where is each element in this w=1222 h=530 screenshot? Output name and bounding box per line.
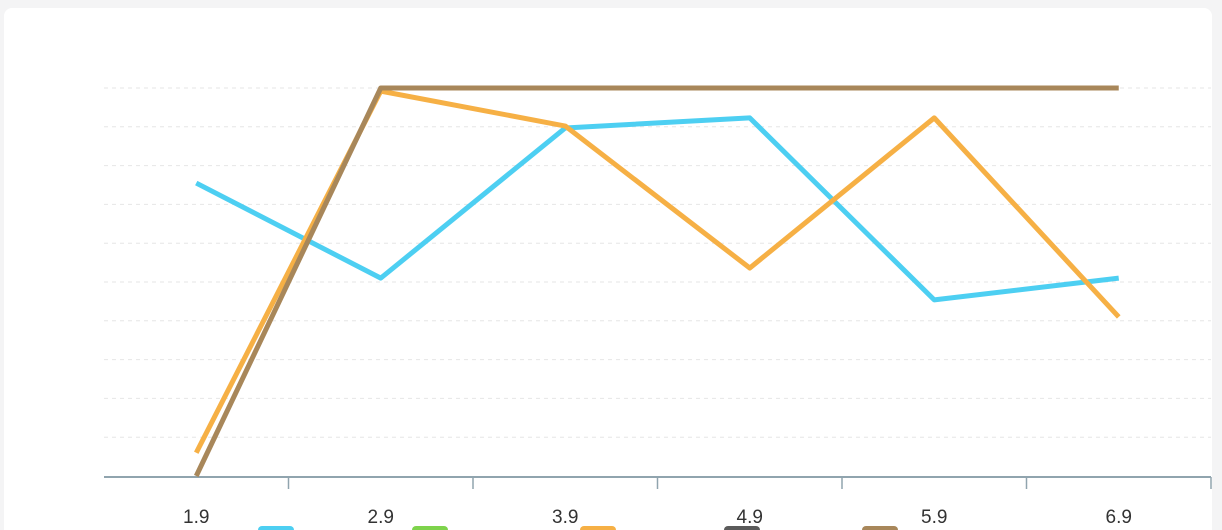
legend-swatch: [258, 526, 294, 530]
legend-swatch: [724, 526, 760, 530]
x-tick-label: 1.9: [183, 507, 209, 528]
series-line: [193, 85, 1119, 478]
x-tick-label: 5.9: [921, 507, 947, 528]
legend-swatch: [862, 526, 898, 530]
series-line: [195, 115, 1120, 303]
x-tick-label: 6.9: [1106, 507, 1132, 528]
x-tick-label: 4.9: [737, 507, 763, 528]
legend-swatch: [412, 526, 448, 530]
x-tick-label: 3.9: [552, 507, 578, 528]
legend-swatch: [580, 526, 616, 530]
x-tick-label: 2.9: [368, 507, 394, 528]
